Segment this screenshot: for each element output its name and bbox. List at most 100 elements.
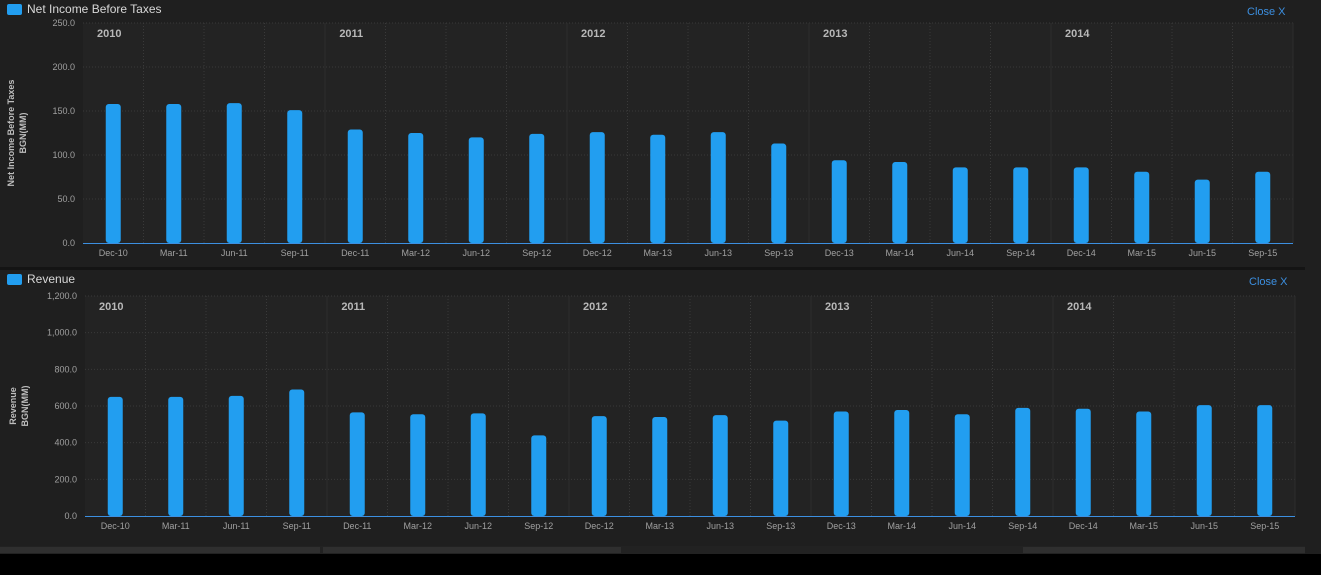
- bar[interactable]: [347, 129, 363, 243]
- scrollbar-track-segment: [1023, 547, 1305, 553]
- x-tick-label: Mar-11: [162, 521, 190, 531]
- x-tick-label: Mar-15: [1129, 521, 1158, 531]
- x-tick-label: Dec-12: [585, 521, 614, 531]
- y-tick-label: 200.0: [54, 474, 77, 484]
- bar[interactable]: [168, 396, 184, 516]
- x-tick-label: Mar-12: [403, 521, 432, 531]
- bar[interactable]: [1194, 179, 1210, 243]
- bar[interactable]: [712, 415, 728, 516]
- x-tick-label: Dec-11: [343, 521, 371, 531]
- x-tick-label: Sep-15: [1250, 521, 1279, 531]
- x-tick-label: Sep-14: [1006, 248, 1035, 258]
- revenue-panel: Revenue Close X 0.0 200.0 400.0 600.0 800.0 1…: [0, 270, 1305, 542]
- bar[interactable]: [408, 133, 424, 243]
- bar[interactable]: [410, 414, 426, 516]
- revenue-chart: 0.0 200.0 400.0 600.0 800.0 1,000.0 1,200.0 201…: [8, 291, 1296, 531]
- bar[interactable]: [531, 435, 547, 516]
- x-tick-label: Jun-11: [223, 521, 250, 531]
- close-button[interactable]: Close X: [1249, 276, 1288, 288]
- y-tick-label: 150.0: [52, 106, 75, 116]
- y-tick-label: 0.0: [62, 238, 75, 248]
- x-tick-label: Dec-10: [101, 521, 130, 531]
- bar[interactable]: [1013, 167, 1029, 243]
- bar[interactable]: [1255, 171, 1271, 243]
- bar[interactable]: [652, 417, 668, 516]
- x-tick-label: Dec-14: [1067, 248, 1096, 258]
- x-tick-label: Dec-12: [583, 248, 612, 258]
- bar[interactable]: [833, 411, 849, 517]
- bar[interactable]: [710, 132, 726, 243]
- x-tick-label: Mar-11: [160, 248, 188, 258]
- y-axis-title: Net Income Before Taxes: [6, 80, 16, 187]
- scrollbar-thumb[interactable]: [323, 547, 621, 553]
- year-label: 2014: [1067, 301, 1092, 313]
- y-tick-label: 0.0: [64, 511, 77, 521]
- bar[interactable]: [289, 389, 305, 517]
- x-tick-label: Mar-15: [1127, 248, 1156, 258]
- bar[interactable]: [650, 134, 666, 243]
- bar[interactable]: [529, 133, 545, 243]
- legend-swatch-icon: [7, 273, 22, 285]
- legend-label: Revenue: [27, 272, 76, 286]
- bar[interactable]: [287, 110, 303, 244]
- bar[interactable]: [1136, 411, 1152, 517]
- x-tick-label: Sep-12: [524, 521, 553, 531]
- bar[interactable]: [954, 414, 970, 516]
- bar[interactable]: [952, 167, 968, 243]
- year-label: 2012: [581, 28, 605, 40]
- bar[interactable]: [228, 395, 244, 516]
- bar[interactable]: [1257, 405, 1273, 516]
- x-tick-label: Jun-12: [462, 248, 490, 258]
- bar[interactable]: [226, 103, 242, 243]
- close-button[interactable]: Close X: [1247, 6, 1286, 18]
- bar[interactable]: [470, 413, 486, 516]
- x-tick-label: Jun-13: [704, 248, 732, 258]
- bar[interactable]: [894, 410, 910, 516]
- bar[interactable]: [166, 103, 182, 244]
- x-tick-label: Jun-12: [464, 521, 492, 531]
- x-tick-label: Dec-13: [825, 248, 854, 258]
- y-tick-label: 250.0: [52, 18, 75, 28]
- bar[interactable]: [591, 416, 607, 516]
- scrollbar-track-segment: [0, 547, 320, 553]
- bar[interactable]: [1075, 408, 1091, 516]
- year-label: 2012: [583, 301, 607, 313]
- bar[interactable]: [771, 143, 787, 243]
- bar[interactable]: [1073, 167, 1089, 243]
- legend[interactable]: Revenue: [7, 272, 75, 286]
- year-label: 2010: [99, 301, 123, 313]
- panel-divider: [0, 267, 1305, 270]
- bar[interactable]: [1015, 407, 1031, 516]
- bar[interactable]: [773, 420, 789, 516]
- x-tick-label: Mar-13: [645, 521, 674, 531]
- bar[interactable]: [107, 396, 123, 516]
- year-label: 2014: [1065, 28, 1090, 40]
- y-tick-label: 400.0: [54, 438, 77, 448]
- x-tick-label: Sep-11: [281, 248, 309, 258]
- bar[interactable]: [468, 137, 484, 243]
- bar[interactable]: [892, 162, 908, 243]
- legend-swatch-icon: [7, 3, 22, 15]
- bar[interactable]: [589, 132, 605, 243]
- bar[interactable]: [831, 160, 847, 243]
- x-tick-label: Mar-14: [887, 521, 916, 531]
- bar[interactable]: [1196, 405, 1212, 516]
- y-tick-label: 800.0: [54, 364, 77, 374]
- legend[interactable]: Net Income Before Taxes: [7, 2, 162, 16]
- year-label: 2010: [97, 28, 121, 40]
- x-tick-label: Jun-15: [1190, 521, 1218, 531]
- x-tick-label: Dec-10: [99, 248, 128, 258]
- x-tick-label: Sep-12: [522, 248, 551, 258]
- bar[interactable]: [105, 103, 121, 244]
- bar[interactable]: [349, 412, 365, 516]
- bar[interactable]: [1134, 171, 1150, 243]
- y-axis-title: Revenue: [8, 387, 18, 425]
- y-tick-label: 50.0: [57, 194, 75, 204]
- horizontal-scrollbar[interactable]: [0, 546, 1305, 554]
- x-tick-label: Jun-14: [946, 248, 974, 258]
- x-tick-label: Dec-11: [341, 248, 369, 258]
- x-tick-label: Jun-11: [221, 248, 248, 258]
- x-tick-label: Sep-14: [1008, 521, 1037, 531]
- legend-label: Net Income Before Taxes: [27, 2, 162, 16]
- x-tick-label: Dec-14: [1069, 521, 1098, 531]
